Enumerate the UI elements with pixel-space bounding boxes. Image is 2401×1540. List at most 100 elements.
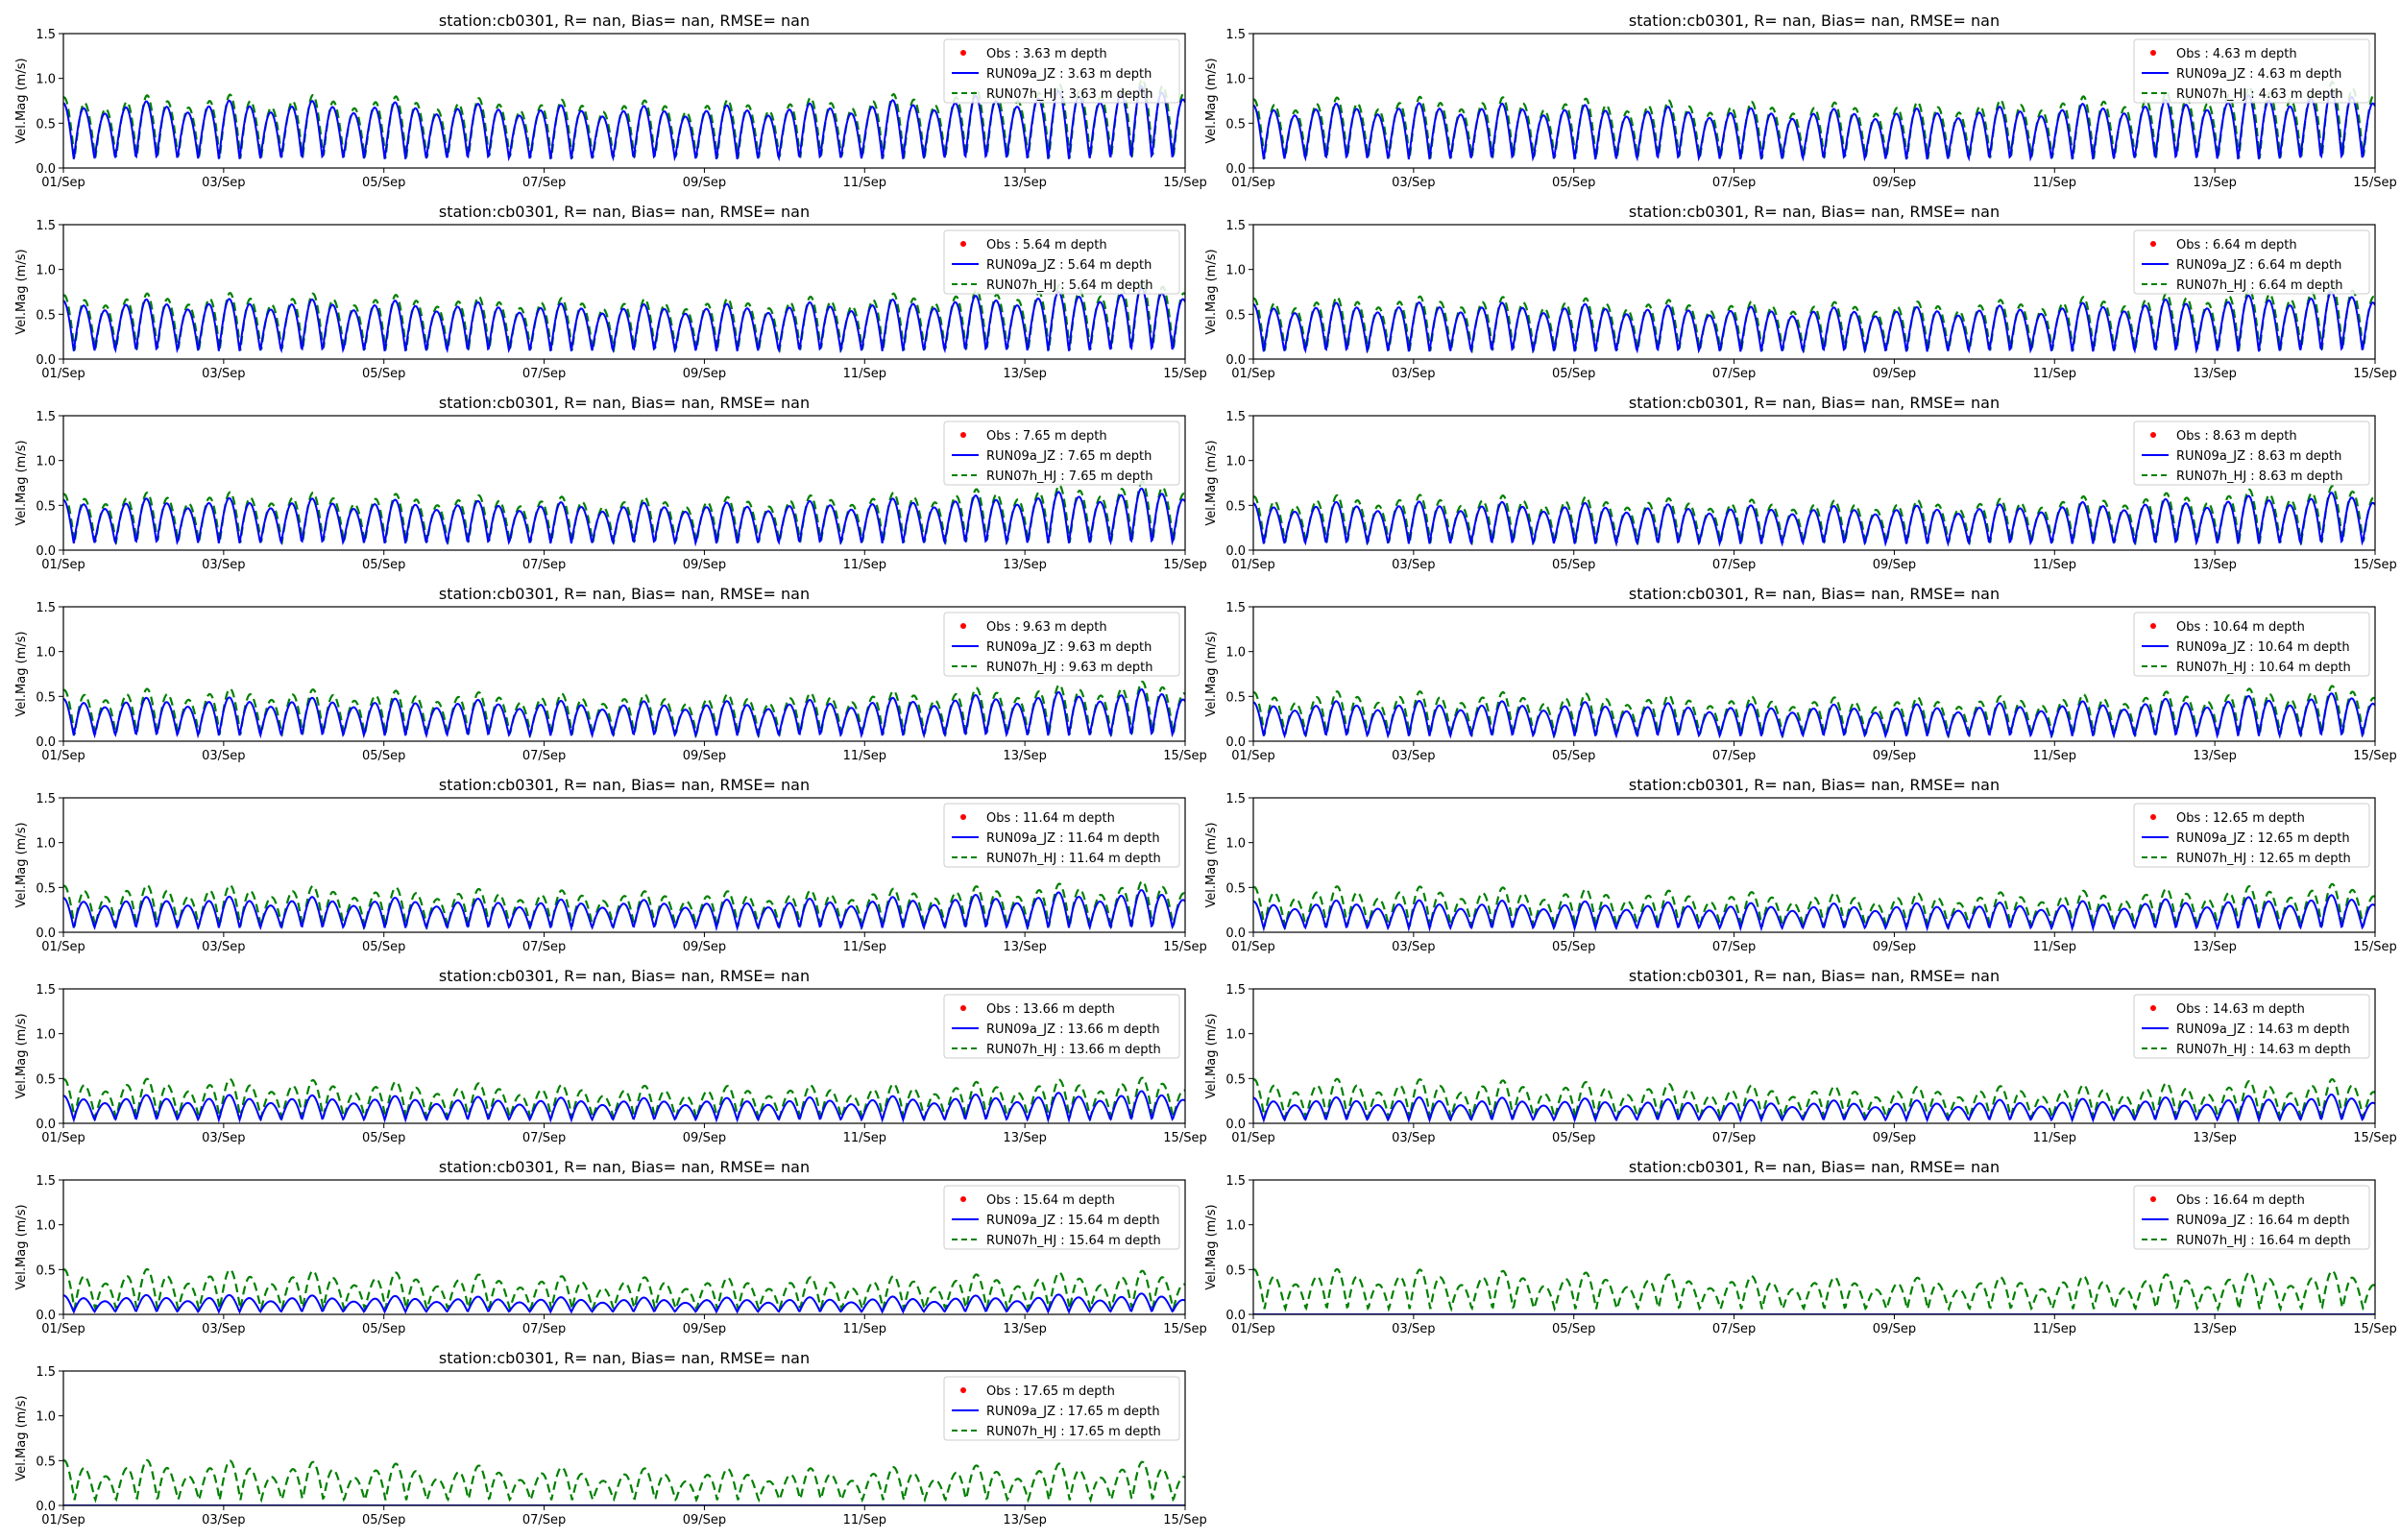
y-axis-label: Vel.Mag (m/s) [14, 440, 29, 525]
x-tick-label: 07/Sep [522, 1513, 566, 1528]
legend-label-obs: Obs : 7.65 m depth [986, 429, 1107, 444]
legend-box [2133, 612, 2370, 677]
legend-label-obs: Obs : 4.63 m depth [2176, 47, 2297, 61]
x-tick-label: 07/Sep [1712, 1131, 1756, 1145]
x-tick-label: 13/Sep [2193, 1131, 2236, 1145]
y-axis-label: Vel.Mag (m/s) [14, 1395, 29, 1480]
y-tick-label: 1.5 [1225, 410, 1246, 424]
subplot-12: station:cb0301, R= nan, Bias= nan, RMSE=… [1204, 967, 2397, 1145]
plot-frame [1252, 797, 2376, 933]
y-tick-label: 1.5 [36, 410, 56, 424]
series-line-run09a [1253, 692, 2375, 740]
y-axis-label: Vel.Mag (m/s) [1204, 58, 1219, 143]
x-tick-label: 05/Sep [1552, 558, 1595, 572]
legend: Obs : 6.64 m depth RUN09a_JZ : 6.64 m dep… [2133, 229, 2370, 295]
x-tick-label: 05/Sep [1552, 176, 1595, 190]
y-tick-label: 1.5 [1225, 983, 1246, 998]
x-tick-label: 05/Sep [362, 176, 405, 190]
y-tick-label: 1.5 [1225, 601, 1246, 615]
y-axis-label: Vel.Mag (m/s) [1204, 822, 1219, 907]
x-tick-label: 09/Sep [683, 1513, 726, 1528]
legend-marker-obs [960, 50, 966, 56]
x-tick-label: 03/Sep [202, 749, 245, 763]
x-tick-label: 15/Sep [1163, 749, 1206, 763]
series-line-run07h [63, 480, 1185, 545]
x-tick-label: 01/Sep [1231, 176, 1274, 190]
y-axis-label: Vel.Mag (m/s) [14, 1013, 29, 1098]
y-axis-label: Vel.Mag (m/s) [1204, 440, 1219, 525]
legend-label-run07h: RUN07h_HJ : 17.65 m depth [986, 1425, 1161, 1439]
legend: Obs : 3.63 m depth RUN09a_JZ : 3.63 m dep… [943, 38, 1180, 104]
x-tick-label: 15/Sep [2353, 176, 2396, 190]
x-tick-label: 15/Sep [1163, 1322, 1206, 1336]
legend-marker-obs [960, 1005, 966, 1011]
y-tick-label: 0.5 [1225, 308, 1246, 323]
legend: Obs : 13.66 m depth RUN09a_JZ : 13.66 m d… [943, 994, 1180, 1059]
x-tick-label: 03/Sep [202, 1322, 245, 1336]
subplot-14: station:cb0301, R= nan, Bias= nan, RMSE=… [1204, 1158, 2397, 1336]
x-tick-label: 09/Sep [1873, 1322, 1916, 1336]
legend-label-run07h: RUN07h_HJ : 3.63 m depth [986, 87, 1153, 102]
x-tick-label: 07/Sep [522, 176, 566, 190]
series-group [1253, 283, 2375, 354]
x-tick-label: 11/Sep [2033, 176, 2076, 190]
legend-label-obs: Obs : 6.64 m depth [2176, 238, 2297, 253]
x-tick-label: 01/Sep [41, 367, 85, 381]
y-tick-label: 0.5 [1225, 1263, 1246, 1278]
y-tick-label: 1.0 [36, 837, 56, 852]
x-tick-label: 11/Sep [843, 176, 886, 190]
subplot-title: station:cb0301, R= nan, Bias= nan, RMSE=… [1629, 394, 2000, 412]
series-group [1253, 685, 2375, 740]
x-tick-label: 03/Sep [202, 367, 245, 381]
x-tick-label: 13/Sep [2193, 940, 2236, 954]
subplot-title: station:cb0301, R= nan, Bias= nan, RMSE=… [1629, 776, 2000, 794]
x-tick-label: 15/Sep [1163, 367, 1206, 381]
subplot-title: station:cb0301, R= nan, Bias= nan, RMSE=… [439, 1349, 810, 1367]
legend-label-run09a: RUN09a_JZ : 7.65 m depth [986, 449, 1152, 464]
x-tick-label: 01/Sep [41, 558, 85, 572]
x-tick-label: 09/Sep [683, 1322, 726, 1336]
y-tick-label: 1.0 [1225, 73, 1246, 87]
x-tick-label: 01/Sep [41, 749, 85, 763]
x-tick-label: 03/Sep [1392, 558, 1435, 572]
series-line-run09a [1253, 492, 2375, 547]
y-tick-label: 1.0 [36, 73, 56, 87]
legend-label-obs: Obs : 9.63 m depth [986, 620, 1107, 635]
legend-label-run07h: RUN07h_HJ : 4.63 m depth [2176, 87, 2343, 102]
series-line-run07h [63, 879, 1185, 930]
legend-label-run07h: RUN07h_HJ : 7.65 m depth [986, 469, 1153, 484]
x-tick-label: 07/Sep [522, 749, 566, 763]
y-tick-label: 0.0 [1225, 162, 1246, 177]
x-tick-label: 07/Sep [1712, 1322, 1756, 1336]
legend: Obs : 14.63 m depth RUN09a_JZ : 14.63 m d… [2133, 994, 2370, 1059]
x-tick-label: 01/Sep [1231, 940, 1274, 954]
x-tick-label: 13/Sep [1003, 176, 1046, 190]
x-tick-label: 11/Sep [2033, 940, 2076, 954]
subplot-title: station:cb0301, R= nan, Bias= nan, RMSE=… [1629, 967, 2000, 985]
y-tick-label: 1.5 [36, 219, 56, 233]
y-tick-label: 0.5 [1225, 881, 1246, 896]
subplot-title: station:cb0301, R= nan, Bias= nan, RMSE=… [439, 203, 810, 221]
y-axis-label: Vel.Mag (m/s) [14, 631, 29, 716]
y-tick-label: 0.0 [1225, 544, 1246, 559]
series-group [1253, 1077, 2375, 1123]
x-tick-label: 03/Sep [202, 176, 245, 190]
y-tick-label: 0.0 [36, 1500, 56, 1514]
x-tick-label: 13/Sep [2193, 367, 2236, 381]
series-line-run09a [63, 487, 1185, 547]
subplot-title: station:cb0301, R= nan, Bias= nan, RMSE=… [439, 776, 810, 794]
plot-frame [62, 606, 1186, 742]
series-line-run07h [63, 1267, 1185, 1312]
series-group [63, 1458, 1185, 1505]
y-tick-label: 1.5 [1225, 792, 1246, 806]
x-tick-label: 13/Sep [2193, 1322, 2236, 1336]
legend: Obs : 16.64 m depth RUN09a_JZ : 16.64 m d… [2133, 1185, 2370, 1250]
x-tick-label: 11/Sep [843, 1131, 886, 1145]
y-tick-label: 1.5 [1225, 28, 1246, 42]
plot-frame [1252, 988, 2376, 1124]
x-tick-label: 13/Sep [1003, 1322, 1046, 1336]
legend: Obs : 17.65 m depth RUN09a_JZ : 17.65 m d… [943, 1376, 1180, 1441]
legend-marker-obs [2150, 50, 2156, 56]
x-tick-label: 13/Sep [1003, 749, 1046, 763]
